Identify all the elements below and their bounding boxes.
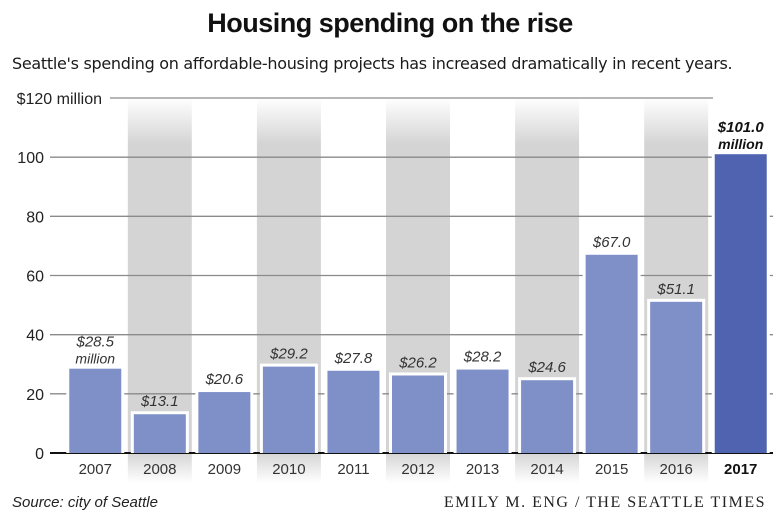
x-tick-label: 2012 — [401, 461, 434, 478]
x-tick-label: 2009 — [208, 461, 241, 478]
bar-value-label: $13.1 — [140, 393, 179, 410]
bar — [392, 375, 444, 453]
x-tick-label: 2017 — [724, 461, 757, 478]
bar — [650, 301, 703, 453]
x-tick-label: 2007 — [79, 461, 112, 478]
x-tick-label: 2011 — [337, 461, 369, 478]
y-tick-label: 60 — [26, 269, 44, 286]
x-tick-label: 2008 — [143, 461, 176, 478]
y-tick-label: $120 million — [17, 91, 102, 108]
bar-value-unit: million — [718, 136, 763, 152]
x-tick-label: 2010 — [272, 461, 305, 478]
y-tick-label: 100 — [17, 150, 44, 167]
credit-line: EMILY M. ENG / THE SEATTLE TIMES — [443, 494, 766, 511]
bar — [262, 366, 315, 453]
y-tick-label: 80 — [26, 209, 44, 226]
bar-value-unit: million — [75, 351, 115, 367]
bar — [456, 369, 509, 453]
bar-value-label: $51.1 — [656, 281, 695, 298]
bar — [133, 414, 186, 453]
bar-value-label: $24.6 — [527, 359, 566, 376]
x-tick-label: 2015 — [595, 461, 628, 478]
bar-value-label: $101.0 — [717, 119, 765, 136]
chart-subtitle: Seattle's spending on affordable-housing… — [12, 54, 733, 73]
chart-title: Housing spending on the rise — [207, 8, 573, 38]
x-tick-label: 2013 — [466, 461, 499, 478]
bar — [585, 254, 638, 453]
bar — [69, 368, 122, 453]
bar — [714, 154, 767, 454]
bar-value-label: $67.0 — [592, 234, 631, 251]
bar-value-label: $26.2 — [398, 354, 437, 371]
x-tick-label: 2016 — [659, 461, 692, 478]
bar-value-label: $27.8 — [334, 350, 373, 367]
y-tick-label: 20 — [26, 387, 44, 404]
bar-value-label: $28.2 — [463, 349, 502, 366]
bar — [198, 392, 251, 453]
bar-value-label: $28.5 — [75, 334, 114, 351]
bar — [327, 370, 380, 453]
x-tick-label: 2014 — [530, 461, 563, 478]
y-tick-label: 40 — [26, 328, 44, 345]
source-note: Source: city of Seattle — [12, 494, 158, 511]
bar-value-label: $20.6 — [205, 371, 244, 388]
bar — [521, 380, 574, 453]
y-tick-label: 0 — [35, 446, 44, 463]
bar-value-label: $29.2 — [269, 346, 308, 363]
